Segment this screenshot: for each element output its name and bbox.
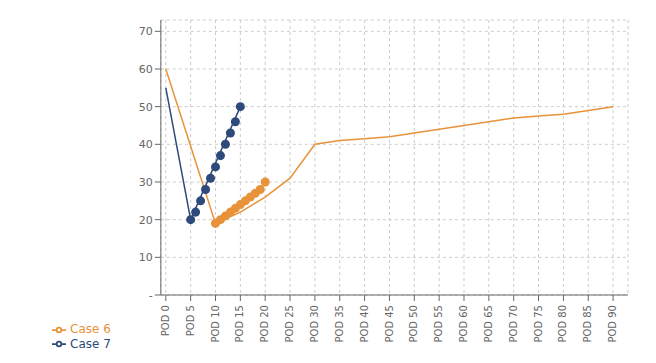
svg-text:POD 20: POD 20	[259, 305, 270, 343]
svg-text:POD 5: POD 5	[185, 305, 196, 336]
svg-text:POD 15: POD 15	[234, 305, 245, 343]
svg-text:POD 45: POD 45	[384, 305, 395, 343]
svg-text:40: 40	[139, 138, 153, 151]
svg-text:POD 30: POD 30	[309, 305, 320, 343]
svg-text:POD 85: POD 85	[582, 305, 593, 343]
svg-text:POD 0: POD 0	[160, 305, 171, 336]
svg-text:20: 20	[139, 214, 153, 227]
svg-text:POD 65: POD 65	[483, 305, 494, 343]
svg-text:POD 50: POD 50	[408, 305, 419, 343]
svg-text:POD 40: POD 40	[359, 305, 370, 343]
svg-text:POD 80: POD 80	[557, 305, 568, 343]
svg-text:10: 10	[139, 251, 153, 264]
svg-text:POD 55: POD 55	[433, 305, 444, 343]
svg-text:50: 50	[139, 101, 153, 114]
svg-text:60: 60	[139, 63, 153, 76]
svg-text:70: 70	[139, 25, 153, 38]
svg-text:POD 25: POD 25	[284, 305, 295, 343]
html-text:Case 7: Case 7	[70, 336, 111, 351]
svg-text:POD 10: POD 10	[210, 305, 221, 343]
html-text:Case 6: Case 6	[70, 322, 111, 336]
svg-text:POD 70: POD 70	[508, 305, 519, 343]
svg-text:POD 35: POD 35	[334, 305, 345, 343]
svg-text:-: -	[149, 289, 153, 302]
svg-text:POD 90: POD 90	[607, 305, 618, 343]
svg-text:30: 30	[139, 176, 153, 189]
svg-text:POD 75: POD 75	[533, 305, 544, 343]
svg-text:POD 60: POD 60	[458, 305, 469, 343]
